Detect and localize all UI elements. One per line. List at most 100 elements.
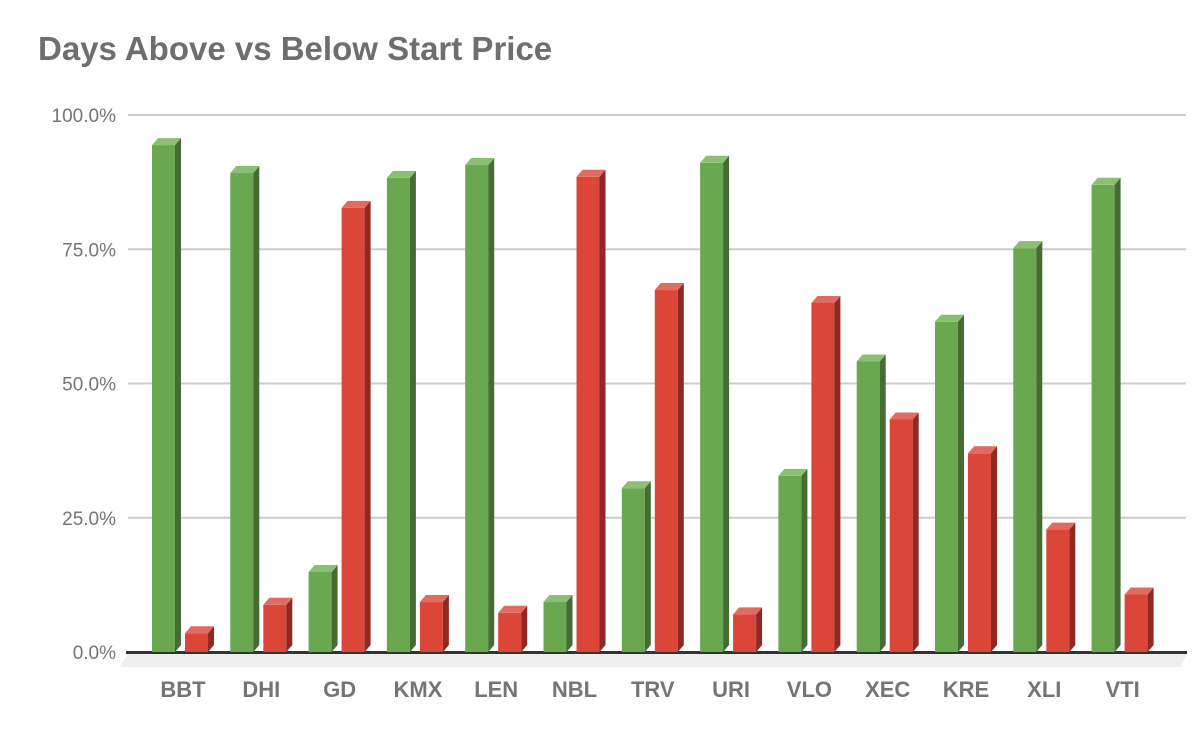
bar-above-XEC-front <box>856 361 880 652</box>
bar-above-URI-top <box>700 155 730 163</box>
bar-below-BBT-side <box>208 626 214 652</box>
bar-above-VLO-side <box>801 468 808 652</box>
bar-below-DHI-front <box>263 604 287 652</box>
bar-above-VTI-front <box>1091 184 1115 652</box>
bar-above-XEC-top <box>856 354 886 362</box>
bar-below-NBL-top <box>576 169 606 177</box>
bar-above-GD-side <box>331 564 338 652</box>
bar-below-XLI-front <box>1046 529 1070 652</box>
x-category-label-DHI: DHI <box>242 677 280 702</box>
bar-above-KRE-top <box>935 314 964 322</box>
bar-above-VTI-side <box>1114 177 1121 652</box>
bar-below-URI-side <box>756 607 763 652</box>
bar-above-BBT-front <box>152 145 175 652</box>
bar-above-TRV-top <box>621 481 651 489</box>
bar-above-DHI-side <box>253 165 260 652</box>
x-category-label-TRV: TRV <box>631 677 675 702</box>
bar-below-VLO-top <box>811 295 841 303</box>
bar-below-GD-front <box>341 207 365 652</box>
bar-below-URI-top <box>733 607 763 615</box>
bar-below-KRE-front <box>968 453 991 652</box>
x-category-label-BBT: BBT <box>160 677 206 702</box>
bar-above-XEC-side <box>879 354 886 652</box>
bar-above-BBT-side <box>175 138 181 652</box>
chart-floor <box>120 653 1188 667</box>
bar-below-TRV-top <box>654 283 684 291</box>
bar-above-VLO-top <box>778 468 808 476</box>
bar-below-DHI-top <box>263 597 293 605</box>
x-category-label-GD: GD <box>323 677 356 702</box>
bar-above-DHI-front <box>230 172 254 652</box>
bar-above-XLI-side <box>1036 241 1043 652</box>
x-category-label-KRE: KRE <box>943 677 989 702</box>
bar-below-TRV-side <box>677 283 684 652</box>
y-tick-label-50.0%: 50.0% <box>62 375 116 396</box>
bar-below-KMX-side <box>442 595 449 652</box>
bar-above-GD-top <box>308 564 338 572</box>
bar-below-VTI-top <box>1124 587 1154 595</box>
x-category-label-NBL: NBL <box>552 677 597 702</box>
bar-below-KMX-top <box>419 595 449 603</box>
bar-above-KMX-front <box>386 177 410 653</box>
bar-above-NBL-side <box>566 595 573 652</box>
x-category-label-URI: URI <box>712 677 750 702</box>
bar-below-GD-side <box>364 200 371 652</box>
x-category-label-XEC: XEC <box>865 677 910 702</box>
bar-above-URI-side <box>723 155 730 652</box>
y-tick-label-100.0%: 100.0% <box>52 106 117 127</box>
bar-above-VTI-top <box>1091 177 1121 185</box>
y-tick-label-75.0%: 75.0% <box>62 240 116 261</box>
bar-below-KMX-front <box>419 602 443 652</box>
bar-below-LEN-top <box>498 605 528 613</box>
bar-below-XEC-top <box>889 412 919 420</box>
bar-below-LEN-side <box>521 605 528 652</box>
bar-below-XLI-side <box>1069 522 1076 652</box>
x-category-label-KMX: KMX <box>393 677 442 702</box>
bar-below-KRE-top <box>968 446 997 454</box>
bar-below-KRE-side <box>991 446 997 652</box>
y-tick-label-25.0%: 25.0% <box>62 509 116 530</box>
bar-above-LEN-front <box>465 164 489 653</box>
bar-above-GD-front <box>308 571 332 652</box>
bar-above-LEN-top <box>465 157 495 165</box>
bar-above-KRE-front <box>935 321 958 652</box>
bar-below-BBT-front <box>185 633 208 652</box>
bar-above-URI-front <box>700 162 724 652</box>
bar-below-TRV-front <box>654 290 678 652</box>
chart-title: Days Above vs Below Start Price <box>38 30 553 67</box>
y-tick-label-0.0%: 0.0% <box>73 643 116 664</box>
bar-above-DHI-top <box>230 165 260 173</box>
x-category-label-XLI: XLI <box>1027 677 1061 702</box>
bar-above-XLI-front <box>1013 248 1037 652</box>
x-category-label-VLO: VLO <box>787 677 832 702</box>
bar-above-KRE-side <box>958 314 964 652</box>
bar-below-XEC-front <box>889 419 913 652</box>
bar-below-BBT-top <box>185 626 214 634</box>
bar-below-NBL-front <box>576 176 600 652</box>
bar-above-TRV-side <box>644 481 651 652</box>
bar-above-KMX-top <box>386 170 416 178</box>
bar-below-VTI-side <box>1147 587 1154 652</box>
bar-below-URI-front <box>733 614 757 652</box>
bar-above-LEN-side <box>488 157 495 653</box>
bar-below-GD-top <box>341 200 371 208</box>
bar-below-VTI-front <box>1124 594 1148 652</box>
x-category-label-LEN: LEN <box>474 677 518 702</box>
bar-above-VLO-front <box>778 475 802 652</box>
bar-above-NBL-top <box>543 595 573 603</box>
bar-above-NBL-front <box>543 602 567 652</box>
bar-below-VLO-front <box>811 302 835 652</box>
bar-below-XEC-side <box>912 412 919 652</box>
bar-above-KMX-side <box>409 170 416 653</box>
bar-below-NBL-side <box>599 169 606 652</box>
bar-above-TRV-front <box>621 488 645 652</box>
bar-above-XLI-top <box>1013 241 1043 249</box>
bar-below-DHI-side <box>286 597 293 652</box>
x-category-label-VTI: VTI <box>1105 677 1139 702</box>
bar-below-LEN-front <box>498 612 522 652</box>
bar-above-BBT-top <box>152 138 181 146</box>
bar-below-VLO-side <box>834 295 841 652</box>
bar-below-XLI-top <box>1046 522 1076 530</box>
